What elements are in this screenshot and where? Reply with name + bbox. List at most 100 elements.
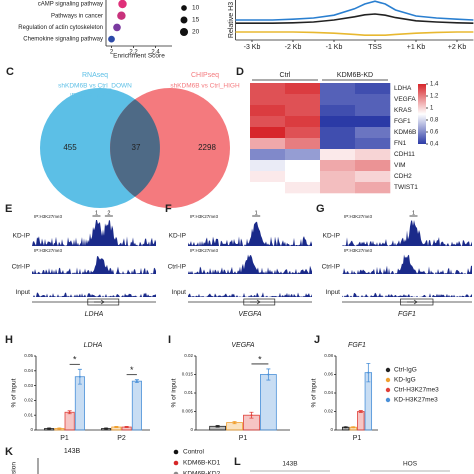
x-tick-label: TSS <box>368 44 382 51</box>
size-legend-label: 10 <box>192 5 200 12</box>
x-tick-label: -2 Kb <box>285 44 302 51</box>
heat-cell <box>355 182 391 194</box>
y-tick-label: 0.02 <box>324 409 333 414</box>
data-point <box>58 427 61 430</box>
y-tick-label: 0.04 <box>324 390 333 395</box>
legend-label: Ctrl-H3K27me3 <box>394 387 439 394</box>
data-point <box>250 414 253 417</box>
heat-cell <box>355 116 391 128</box>
track-label: Input <box>326 289 341 296</box>
heat-cell <box>285 149 321 161</box>
row-label: VIM <box>394 162 406 169</box>
heat-cell <box>285 171 321 183</box>
heat-cell <box>355 160 391 172</box>
legend-label: KD-IgG <box>394 377 416 384</box>
y-tick-label: 0.04 <box>24 368 33 373</box>
panel-label: K <box>5 446 13 458</box>
track-label: Input <box>172 289 187 296</box>
track-signal <box>188 254 312 274</box>
track-signal <box>32 255 156 274</box>
legend-marker <box>385 377 391 383</box>
legend-marker <box>385 387 391 393</box>
gene-body <box>243 298 276 306</box>
heat-cell <box>320 149 356 161</box>
data-point <box>367 371 370 374</box>
heat-cell <box>320 83 356 95</box>
venn-overlap <box>110 99 160 197</box>
set-name: CHIPseq <box>191 72 219 79</box>
heat-cell <box>250 182 286 194</box>
dot <box>117 11 126 20</box>
panel-label: H <box>5 334 13 346</box>
group-label: KDM6B-KD <box>337 72 373 79</box>
set-description: |FC| ≥ 2, p < 0.05 <box>70 93 121 100</box>
row-label: VEGFA <box>394 96 416 103</box>
row-label: FGF1 <box>394 118 411 125</box>
track-signal <box>32 220 156 246</box>
panel-label: L <box>234 456 241 468</box>
legend-label: KDM6B-KD2 <box>183 471 221 474</box>
colorbar-label: 0.6 <box>430 130 439 136</box>
legend-label: Ctrl-IgG <box>394 367 417 374</box>
y-axis-label: % of input <box>311 378 318 407</box>
heat-cell <box>250 160 286 172</box>
x-tick-label: 2 <box>110 50 114 56</box>
y-tick-label: 0.05 <box>24 353 33 358</box>
data-point <box>233 421 236 424</box>
peak-label: 1 <box>412 210 415 216</box>
x-tick-label: P1 <box>239 435 248 442</box>
colorbar-label: 0.8 <box>430 118 439 124</box>
y-tick-label: 0 <box>190 427 193 432</box>
dot <box>108 35 115 43</box>
legend-label: Control <box>183 449 205 456</box>
x-tick-label: 2.4 <box>151 50 160 56</box>
heat-cell <box>250 138 286 150</box>
y-tick-label: 0.02 <box>24 398 33 403</box>
track-signal <box>32 292 156 297</box>
group-label: 143B <box>282 461 297 468</box>
heat-cell <box>250 127 286 139</box>
heat-cell <box>355 149 391 161</box>
y-tick-label: 0 <box>30 427 33 432</box>
size-legend-label: 15 <box>192 17 200 24</box>
heat-cell <box>285 83 321 95</box>
venn-count: 455 <box>63 143 77 152</box>
chart-title: FGF1 <box>348 342 366 349</box>
colorbar-label: 0.4 <box>430 142 439 148</box>
track-label: KD-IP <box>323 233 340 240</box>
size-legend-dot <box>179 27 189 37</box>
bar <box>260 374 277 431</box>
legend-label: KDM6B-KD1 <box>183 460 221 467</box>
peak-label: 1 <box>255 210 258 216</box>
panel-label: J <box>314 334 320 346</box>
row-label: FN1 <box>394 140 407 147</box>
x-tick-label: P2 <box>117 435 126 442</box>
track-signal <box>188 221 312 246</box>
legend-marker <box>173 460 179 466</box>
heat-cell <box>355 94 391 106</box>
ip-label: IP:H3K27me3 <box>344 248 373 253</box>
bar <box>131 380 142 431</box>
heat-cell <box>320 182 356 194</box>
gene-name: LDHA <box>85 311 104 318</box>
heat-cell <box>355 171 391 183</box>
category-label: Chemokine signaling pathway <box>23 37 103 43</box>
chart-title: VEGFA <box>231 342 255 349</box>
heat-cell <box>250 83 286 95</box>
chart-title: 143B <box>64 448 81 455</box>
panel-label: E <box>5 203 12 215</box>
y-tick-label: 0 <box>330 427 333 432</box>
legend-marker <box>385 397 391 403</box>
set-description: shKDM6B vs Ctrl_HIGH <box>170 83 240 90</box>
data-point <box>344 426 347 429</box>
data-point <box>359 410 362 413</box>
track-label: Input <box>16 289 31 296</box>
group-label: HOS <box>403 461 418 468</box>
row-label: KRAS <box>394 107 412 114</box>
bar <box>357 411 365 431</box>
x-tick-label: P1 <box>353 435 362 442</box>
ip-label: IP:H3K27me3 <box>190 214 219 219</box>
gene-body <box>87 298 120 306</box>
